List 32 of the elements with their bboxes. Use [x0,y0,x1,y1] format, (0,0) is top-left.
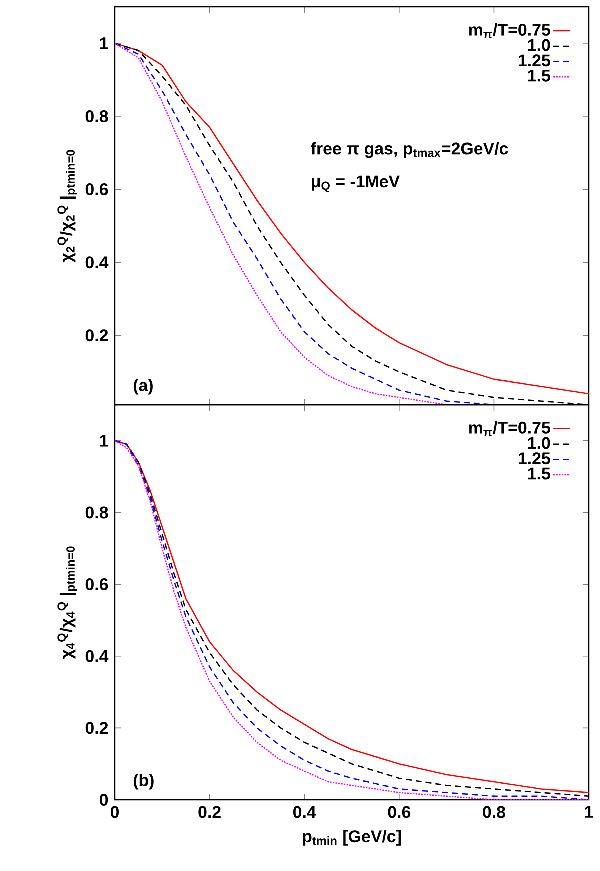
legend-label: m$_{π}$/T=0.75 [469,421,550,436]
x-tick-label: 0 [110,806,120,818]
x-axis-title: p$_{tmin}$ [GeV/c] [303,830,401,846]
legend-label: 1.5 [528,70,550,82]
y-tick-label: 0.8 [86,110,108,123]
annotation: (a) [134,378,153,395]
annotation: free π gas, p$_{tmax}$=2GeV/c [311,142,508,158]
x-tick-label: 0.2 [198,806,221,818]
y-axis-title: χ$_{2}$$^{Q}$/χ$_{2}$$^{Q}$ |$_{ptmin=0}$ [58,150,78,263]
y-tick-label: 1 [100,435,108,447]
x-tick-label: 0.8 [483,806,506,818]
y-tick-label: 0.6 [86,184,108,196]
legend-label: 1.5 [528,468,550,480]
y-tick-label: 1 [100,38,108,50]
y-tick-label: 0.2 [86,330,108,342]
legend-label: 1.0 [528,39,550,52]
x-tick-label: 0.4 [294,806,316,818]
x-tick-label: 0.6 [388,806,411,818]
y-tick-label: 0 [100,794,108,806]
annotation: (b) [134,774,154,790]
y-axis-title: χ$_{4}$$^{Q}$/χ$_{4}$$^{Q}$ |$_{ptmin=0}$ [58,546,78,660]
y-tick-label: 0.4 [86,256,109,269]
annotation: μ$_{Q}$ = -1MeV [312,176,400,192]
legend-label: 1.25 [519,54,550,67]
legend-label: 1.25 [519,452,550,465]
y-tick-label: 0.8 [86,506,108,519]
legend-label: 1.0 [528,437,550,450]
y-tick-label: 0.4 [86,650,109,662]
y-tick-label: 0.6 [86,578,108,591]
x-tick-label: 1 [585,806,594,818]
legend-label: m$_{π}$/T=0.75 [469,24,550,38]
y-tick-label: 0.2 [86,722,108,734]
